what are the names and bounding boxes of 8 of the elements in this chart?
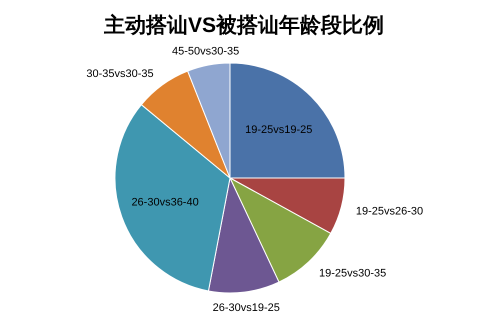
slice-label: 26-30vs36-40 xyxy=(131,196,199,208)
chart-title: 主动搭讪VS被搭讪年龄段比例 xyxy=(102,13,384,37)
slice-label: 19-25vs30-35 xyxy=(318,268,386,280)
slice-label: 45-50vs30-35 xyxy=(172,45,240,58)
slice-label: 26-30vs19-25 xyxy=(212,302,280,314)
slice-label: 19-25vs26-30 xyxy=(356,205,424,218)
slice-label: 30-35vs30-35 xyxy=(86,68,154,80)
slice-label: 19-25vs19-25 xyxy=(245,124,312,136)
